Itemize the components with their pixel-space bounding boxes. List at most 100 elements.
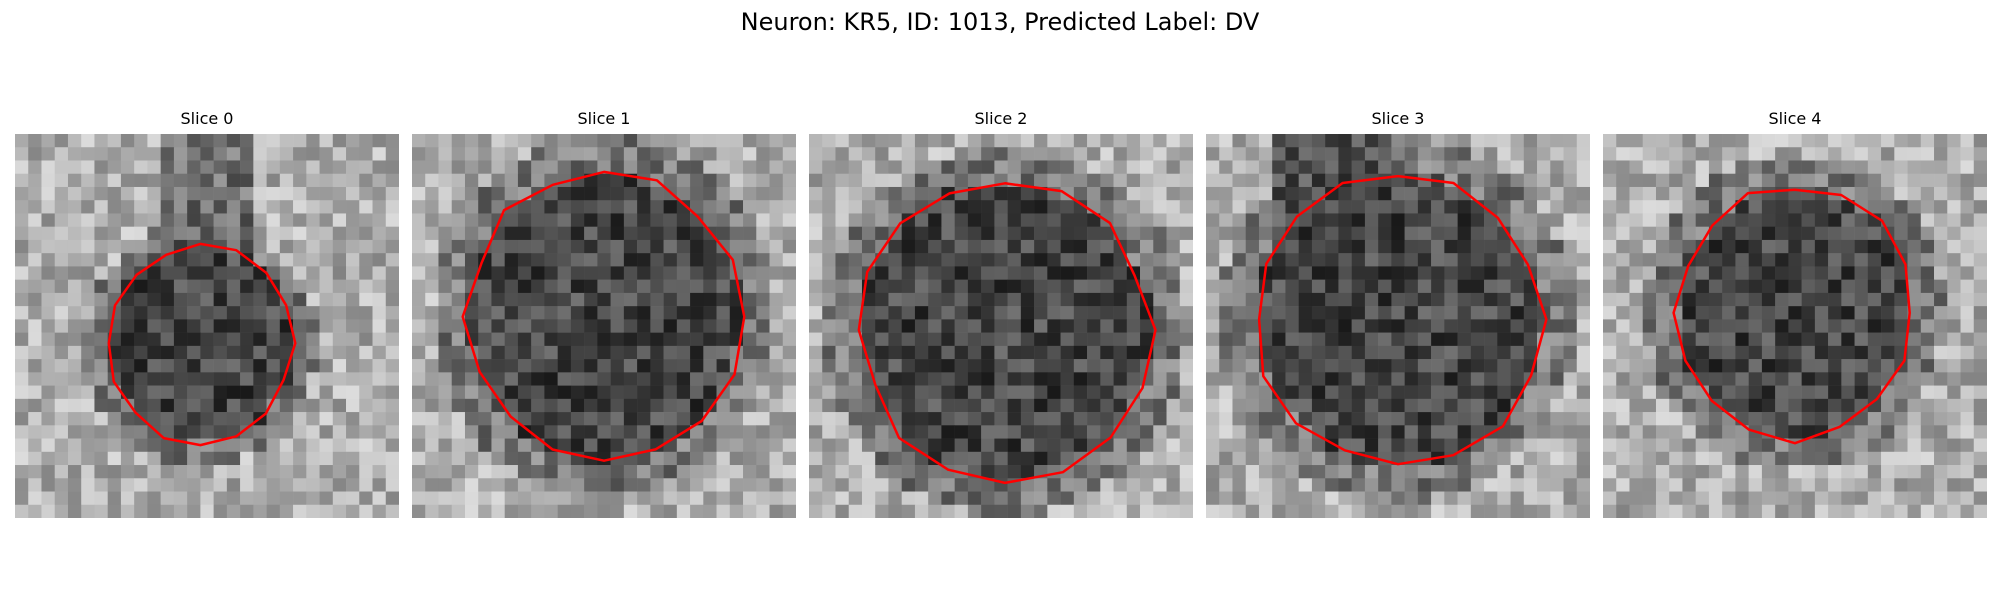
image-pixel	[570, 491, 585, 506]
image-pixel	[1378, 173, 1392, 188]
image-pixel	[544, 160, 558, 175]
image-pixel	[1510, 504, 1525, 518]
image-pixel	[901, 239, 916, 254]
image-pixel	[1947, 200, 1961, 214]
image-pixel	[1417, 359, 1432, 373]
image-pixel	[1655, 332, 1670, 347]
image-pixel	[1100, 200, 1114, 214]
image-pixel	[504, 372, 519, 386]
image-pixel	[1087, 398, 1101, 413]
image-pixel	[1258, 306, 1273, 320]
image-pixel	[610, 478, 625, 492]
image-pixel	[650, 186, 664, 201]
image-pixel	[597, 412, 611, 426]
image-pixel	[1219, 465, 1233, 479]
image-pixel	[1695, 478, 1710, 492]
image-pixel	[1073, 253, 1088, 267]
image-pixel	[1404, 385, 1419, 400]
image-pixel	[875, 412, 889, 426]
image-pixel	[1351, 332, 1366, 347]
image-pixel	[809, 425, 823, 439]
image-pixel	[1510, 478, 1525, 492]
image-pixel	[478, 226, 492, 241]
image-pixel	[1854, 173, 1869, 188]
image-pixel	[319, 398, 334, 413]
image-pixel	[15, 319, 29, 333]
image-pixel	[332, 372, 347, 386]
image-pixel	[173, 134, 188, 148]
image-pixel	[1576, 160, 1590, 175]
image-pixel	[1298, 504, 1313, 518]
image-pixel	[94, 253, 108, 267]
image-pixel	[875, 345, 889, 360]
image-pixel	[822, 226, 836, 241]
image-pixel	[504, 385, 519, 400]
image-pixel	[346, 438, 360, 453]
image-pixel	[1087, 292, 1101, 307]
image-pixel	[359, 345, 373, 360]
image-pixel	[54, 465, 69, 479]
image-pixel	[306, 279, 320, 294]
image-pixel	[1364, 134, 1379, 148]
image-pixel	[1576, 504, 1590, 518]
image-pixel	[782, 465, 796, 479]
image-pixel	[1047, 306, 1061, 320]
image-pixel	[1034, 332, 1048, 347]
image-pixel	[1272, 134, 1286, 148]
image-pixel	[1060, 504, 1075, 518]
image-pixel	[226, 134, 241, 148]
image-pixel	[346, 332, 360, 347]
image-pixel	[372, 332, 387, 347]
image-pixel	[1417, 451, 1432, 466]
image-pixel	[1457, 213, 1472, 227]
image-pixel	[994, 332, 1008, 347]
image-pixel	[94, 266, 108, 280]
image-pixel	[187, 398, 201, 413]
image-pixel	[1417, 160, 1432, 175]
image-pixel	[120, 504, 135, 518]
image-pixel	[1973, 504, 1987, 518]
image-pixel	[81, 332, 95, 347]
image-pixel	[967, 491, 982, 506]
image-pixel	[504, 173, 519, 188]
image-pixel	[15, 279, 29, 294]
image-pixel	[1775, 266, 1789, 280]
image-pixel	[1232, 279, 1247, 294]
image-pixel	[1325, 266, 1339, 280]
image-pixel	[967, 292, 982, 307]
image-pixel	[1245, 491, 1260, 506]
image-pixel	[901, 398, 916, 413]
image-pixel	[107, 279, 122, 294]
image-pixel	[41, 239, 56, 254]
image-pixel	[1695, 332, 1710, 347]
image-pixel	[557, 213, 572, 227]
image-pixel	[1695, 425, 1710, 439]
image-pixel	[147, 345, 161, 360]
image-pixel	[1801, 491, 1816, 506]
image-pixel	[1497, 332, 1511, 347]
image-pixel	[690, 239, 704, 254]
image-pixel	[385, 438, 399, 453]
image-pixel	[346, 253, 360, 267]
image-pixel	[1523, 465, 1538, 479]
image-pixel	[729, 134, 744, 148]
image-pixel	[954, 398, 969, 413]
image-pixel	[1947, 213, 1961, 227]
image-pixel	[914, 398, 929, 413]
image-pixel	[1550, 504, 1564, 518]
image-pixel	[981, 478, 995, 492]
image-pixel	[1655, 134, 1670, 148]
image-pixel	[623, 253, 638, 267]
image-pixel	[1417, 345, 1432, 360]
image-pixel	[173, 292, 188, 307]
image-pixel	[848, 412, 863, 426]
image-pixel	[663, 306, 678, 320]
image-pixel	[1311, 465, 1326, 479]
image-pixel	[1934, 385, 1948, 400]
image-pixel	[1510, 345, 1525, 360]
image-pixel	[941, 306, 955, 320]
image-pixel	[1523, 478, 1538, 492]
image-pixel	[1285, 398, 1299, 413]
image-pixel	[147, 134, 161, 148]
image-pixel	[412, 412, 426, 426]
